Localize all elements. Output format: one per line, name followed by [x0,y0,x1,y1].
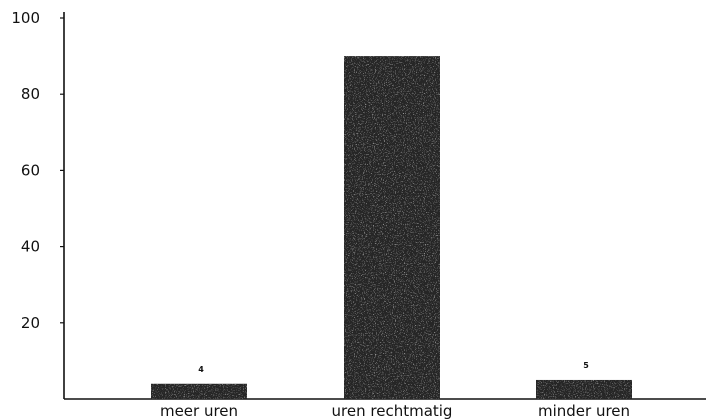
x-axis: meer uren uren rechtmatig minder uren [64,398,706,420]
bar [536,379,632,399]
x-tick-label: uren rechtmatig [332,402,453,420]
y-tick-label: 20 [21,314,40,332]
y-tick-label: 100 [11,9,40,27]
y-axis: 20 40 60 80 100 [11,9,65,399]
data-label: 4 [198,365,204,374]
x-tick-label: meer uren [160,402,238,420]
bars [151,56,632,399]
y-tick-label: 40 [21,238,40,256]
data-label: 5 [583,361,589,370]
bar [151,383,247,399]
y-tick-label: 60 [21,161,40,179]
bar [344,56,440,399]
x-tick-label: minder uren [538,402,630,420]
y-tick-label: 80 [21,85,40,103]
